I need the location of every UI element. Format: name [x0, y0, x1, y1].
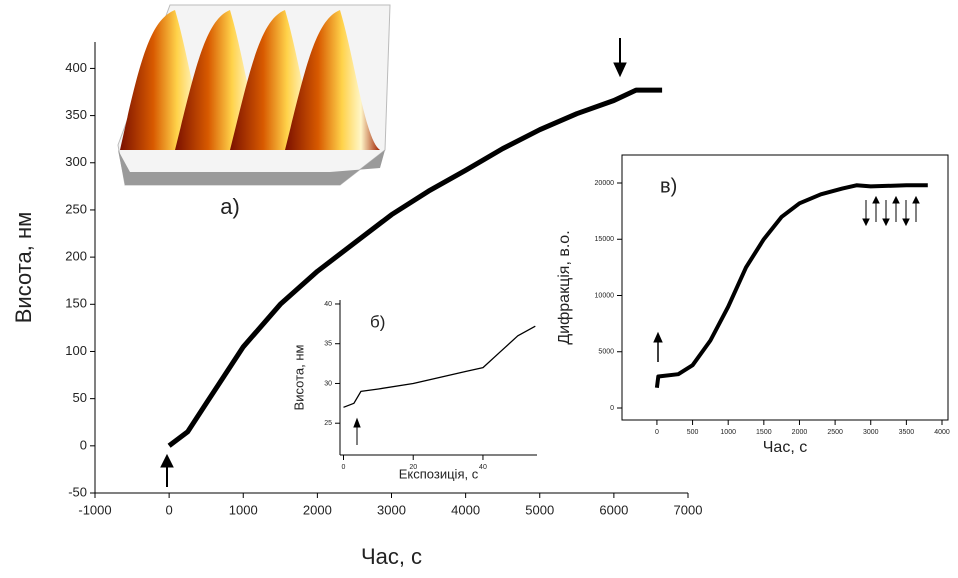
- x-tick-label: 2500: [827, 429, 843, 436]
- y-tick-label: 15000: [595, 236, 615, 243]
- x-tick-label: 7000: [674, 502, 703, 517]
- x-tick-label: 40: [479, 464, 487, 471]
- y-tick-label: 50: [73, 390, 87, 405]
- x-tick-label: 4000: [934, 429, 950, 436]
- y-tick-label: 30: [324, 380, 332, 387]
- y-tick-label: 40: [324, 301, 332, 308]
- y-tick-label: 350: [65, 107, 87, 122]
- x-tick-label: 4000: [451, 502, 480, 517]
- x-axis-title: Час, с: [361, 544, 422, 569]
- x-tick-label: 5000: [525, 502, 554, 517]
- y-tick-label: 5000: [598, 349, 614, 356]
- x-tick-label: 3000: [377, 502, 406, 517]
- y-tick-label: 150: [65, 296, 87, 311]
- x-tick-label: 1000: [229, 502, 258, 517]
- x-tick-label: 3500: [899, 429, 915, 436]
- y-tick-label: 300: [65, 154, 87, 169]
- panel-label: в): [660, 175, 677, 197]
- y-tick-label: 10000: [595, 292, 615, 299]
- y-axis-title: Висота, нм: [11, 212, 36, 324]
- plot: -1000 0 1000 2000 3000 4000 5000 6000 7000-50050…: [11, 42, 703, 569]
- y-tick-label: 250: [65, 201, 87, 216]
- y-tick-label: 200: [65, 249, 87, 264]
- x-tick-label: 2000: [303, 502, 332, 517]
- x-tick-label: -1000: [78, 502, 111, 517]
- data-line: [343, 325, 536, 408]
- x-axis-title: Експозиція, с: [399, 466, 479, 481]
- data-line: [654, 183, 928, 388]
- x-tick-label: 2000: [792, 429, 808, 436]
- x-axis-title: Час, с: [763, 439, 807, 456]
- afm-image: [117, 4, 391, 186]
- x-tick-label: 20: [409, 464, 417, 471]
- panel-label: б): [370, 312, 385, 331]
- y-tick-label: 400: [65, 60, 87, 75]
- y-axis-title: Дифракція, в.о.: [556, 230, 573, 344]
- y-tick-label: 25: [324, 420, 332, 427]
- y-tick-label: -50: [68, 484, 87, 499]
- x-tick-label: 6000: [599, 502, 628, 517]
- y-tick-label: 20000: [595, 180, 615, 187]
- x-tick-label: 3000: [863, 429, 879, 436]
- y-tick-label: 35: [324, 341, 332, 348]
- x-tick-label: 1000: [720, 429, 736, 436]
- y-tick-label: 0: [610, 405, 614, 412]
- plot: 0 500 1000 1500 2000 2500 3000 3500 4000 0 5000 100…: [556, 154, 950, 456]
- data-line: [167, 87, 663, 448]
- y-tick-label: 100: [65, 343, 87, 358]
- y-tick-label: 0: [80, 437, 87, 452]
- plot-frame: [621, 154, 949, 421]
- arrows: [160, 38, 920, 487]
- x-tick-label: 0: [342, 464, 346, 471]
- x-tick-label: 500: [687, 429, 699, 436]
- x-tick-label: 1500: [756, 429, 772, 436]
- y-axis-title: Висота, нм: [291, 344, 306, 410]
- x-tick-label: 0: [166, 502, 173, 517]
- x-tick-label: 0: [655, 429, 659, 436]
- panel-label: а): [220, 194, 240, 219]
